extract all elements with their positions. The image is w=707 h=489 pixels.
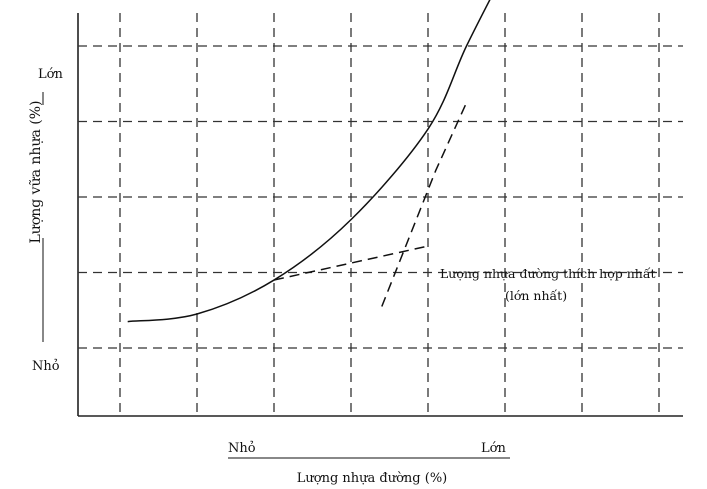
series-tangent-line-2 <box>381 102 468 307</box>
x-axis-label: Lượng nhựa đường (%) <box>297 471 448 486</box>
grid <box>78 13 683 416</box>
annotation-line2: (lớn nhất) <box>505 288 567 303</box>
series-layer <box>127 0 491 323</box>
x-tick-label-high: Lớn <box>481 441 506 456</box>
y-tick-label-low: Nhỏ <box>32 359 60 374</box>
y-axis-label: Lượng vữa nhựa (%) <box>28 101 44 244</box>
y-tick-label-high: Lớn <box>38 67 63 82</box>
series-curve <box>127 0 491 323</box>
annotation-line1: Lượng nhựa đường thích hợp nhất <box>440 266 656 281</box>
x-tick-label-low: Nhỏ <box>228 441 256 456</box>
series-tangent-line-1 <box>273 245 429 281</box>
